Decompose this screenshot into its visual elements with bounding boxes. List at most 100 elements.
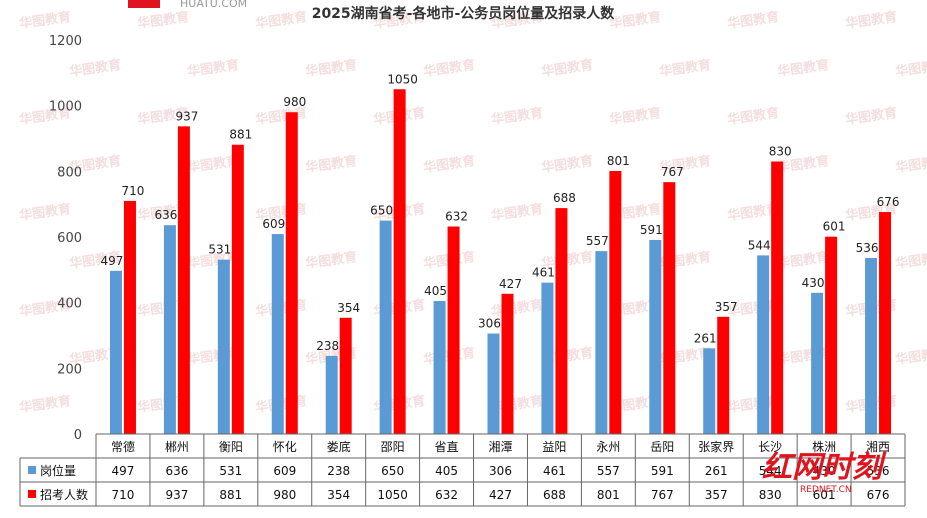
data-label: 430 (802, 276, 825, 290)
table-cell: 357 (705, 488, 728, 502)
site-name: HUATU.COM (180, 0, 247, 10)
bar-positions (379, 220, 392, 434)
y-tick-label: 200 (57, 362, 82, 377)
bar-applicants (501, 293, 514, 434)
bar-applicants (393, 89, 406, 434)
x-category-label: 常德 (111, 439, 135, 454)
bar-applicants (555, 208, 568, 434)
watermark-text: 华图教育 (776, 57, 830, 80)
legend-label: 岗位量 (40, 463, 76, 478)
data-label: 357 (715, 300, 738, 314)
data-label: 261 (694, 331, 717, 345)
watermark-text: 华图教育 (254, 9, 308, 32)
y-axis: 0 200 400 600 800 1000 1200 (49, 34, 82, 443)
watermark-text: 华图教育 (844, 105, 898, 128)
watermark-text: 华图教育 (490, 105, 544, 128)
x-category-label: 永州 (596, 440, 620, 454)
x-category-label: 株洲 (812, 439, 836, 454)
data-label: 688 (553, 191, 576, 205)
chart-title: 2025湖南省考-各地市-公务员岗位量及招录人数 (312, 5, 616, 22)
data-label: 1050 (387, 72, 418, 86)
table-cell: 801 (597, 488, 620, 502)
watermark-text: 华图教育 (18, 393, 72, 416)
x-category-label: 邵阳 (381, 440, 405, 454)
data-label: 609 (262, 217, 285, 231)
watermark-text: 华图教育 (136, 105, 190, 128)
data-label: 830 (769, 144, 792, 158)
y-tick-label: 1000 (49, 100, 82, 115)
data-label: 676 (877, 195, 900, 209)
bar-positions (109, 270, 122, 434)
huatu-logo-icon (128, 0, 160, 8)
data-label: 937 (175, 109, 198, 123)
data-label: 636 (154, 208, 177, 222)
watermark-text: 华图教育 (776, 249, 830, 272)
watermark-text: 华图教育 (776, 153, 830, 176)
data-label: 881 (229, 128, 252, 142)
bar-applicants (177, 126, 190, 434)
data-label: 544 (748, 238, 771, 252)
y-tick-label: 600 (57, 231, 82, 246)
table-cell: 306 (489, 464, 512, 478)
data-label: 591 (640, 223, 663, 237)
watermark-text: 华图教育 (18, 297, 72, 320)
bar-positions (649, 239, 662, 434)
table-cell: 544 (759, 464, 782, 478)
watermark-text: 华图教育 (608, 105, 662, 128)
bar-applicants (123, 200, 136, 434)
watermark-text: 华图教育 (186, 153, 240, 176)
watermark-text: 华图教育 (422, 57, 476, 80)
x-category-label: 岳阳 (650, 440, 674, 454)
watermark-text: 华图教育 (68, 153, 122, 176)
x-category-label: 省直 (435, 440, 459, 454)
watermark-text: 华图教育 (726, 9, 780, 32)
watermark-text: 华图教育 (608, 297, 662, 320)
data-label: 427 (499, 277, 522, 291)
table-cell: 881 (219, 488, 242, 502)
watermark-text: 华图教育 (68, 345, 122, 368)
watermark-text: 华图教育 (894, 345, 927, 368)
watermark-text: 华图教育 (136, 297, 190, 320)
table-cell: 710 (112, 488, 135, 502)
table-cell: 591 (651, 464, 674, 478)
table-cell: 767 (651, 488, 674, 502)
table-cell: 1050 (377, 488, 408, 502)
watermark-text: 华图教育 (658, 153, 712, 176)
watermark-text: 华图教育 (18, 105, 72, 128)
table-cell: 601 (813, 488, 836, 502)
data-label: 650 (370, 204, 393, 218)
x-category-label: 湘西 (866, 439, 890, 454)
bar-positions (163, 225, 176, 434)
data-label: 238 (316, 339, 339, 353)
data-label: 980 (283, 95, 306, 109)
watermark-text: 华图教育 (608, 9, 662, 32)
table-cell: 650 (381, 464, 404, 478)
watermark-text: 华图教育 (540, 153, 594, 176)
bar-positions (487, 333, 500, 434)
watermark-text: 华图教育 (844, 9, 898, 32)
bar-applicants (825, 236, 838, 434)
x-category-label: 张家界 (698, 439, 734, 454)
data-label: 405 (424, 284, 447, 298)
x-category-label: 郴州 (165, 440, 189, 454)
brand-name: 红网时刻 (762, 450, 887, 485)
table-cell: 497 (112, 464, 135, 478)
x-category-label: 衡阳 (219, 440, 243, 454)
data-label: 601 (823, 220, 846, 234)
table-cell: 531 (219, 464, 242, 478)
watermark-text: 华图教育 (490, 9, 544, 32)
table-cell: 830 (759, 488, 782, 502)
bar-applicants (285, 112, 298, 434)
watermark-text: 华图教育 (372, 9, 426, 32)
data-label: 497 (101, 254, 124, 268)
watermark-text: 华图教育 (68, 57, 122, 80)
data-label: 710 (122, 184, 145, 198)
legend-swatch (28, 490, 36, 498)
table-cell: 980 (273, 488, 296, 502)
y-tick-label: 0 (74, 428, 82, 443)
watermark-text: 华图教育 (608, 393, 662, 416)
x-category-label: 怀化 (273, 440, 297, 454)
table-cell: 430 (813, 464, 836, 478)
brand-subtitle: REDNET.CN (800, 485, 852, 495)
